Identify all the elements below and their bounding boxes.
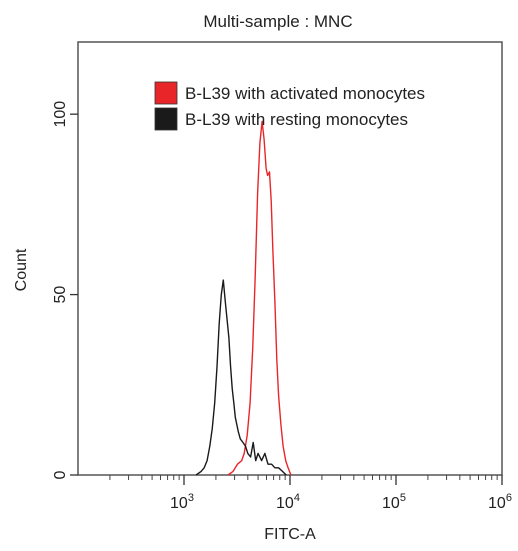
chart-title: Multi-sample : MNC [203, 12, 352, 31]
y-axis-label: Count [13, 248, 30, 291]
x-axis-label: FITC-A [264, 526, 316, 543]
y-tick-label: 50 [52, 286, 69, 304]
x-tick-label: 105 [382, 492, 406, 512]
x-major-ticks: 103 104 105 106 [170, 475, 512, 512]
y-tick-label: 0 [52, 470, 69, 479]
x-minor-ticks [109, 475, 498, 480]
x-tick-label: 103 [170, 492, 194, 512]
legend: B-L39 with activated monocytes B-L39 with… [154, 81, 425, 131]
x-tick-label: 104 [276, 492, 300, 512]
y-ticks: 0 50 100 [52, 101, 78, 479]
legend-swatch-0 [154, 81, 178, 105]
legend-label-1: B-L39 with resting monocytes [185, 110, 408, 129]
series-line-0 [227, 120, 292, 476]
y-tick-label: 100 [52, 101, 69, 128]
series-group [195, 120, 292, 476]
legend-swatch-1 [154, 107, 178, 131]
plot-frame [77, 41, 503, 476]
series-line-1 [195, 279, 287, 476]
x-tick-label: 106 [488, 492, 512, 512]
legend-label-0: B-L39 with activated monocytes [185, 84, 425, 103]
